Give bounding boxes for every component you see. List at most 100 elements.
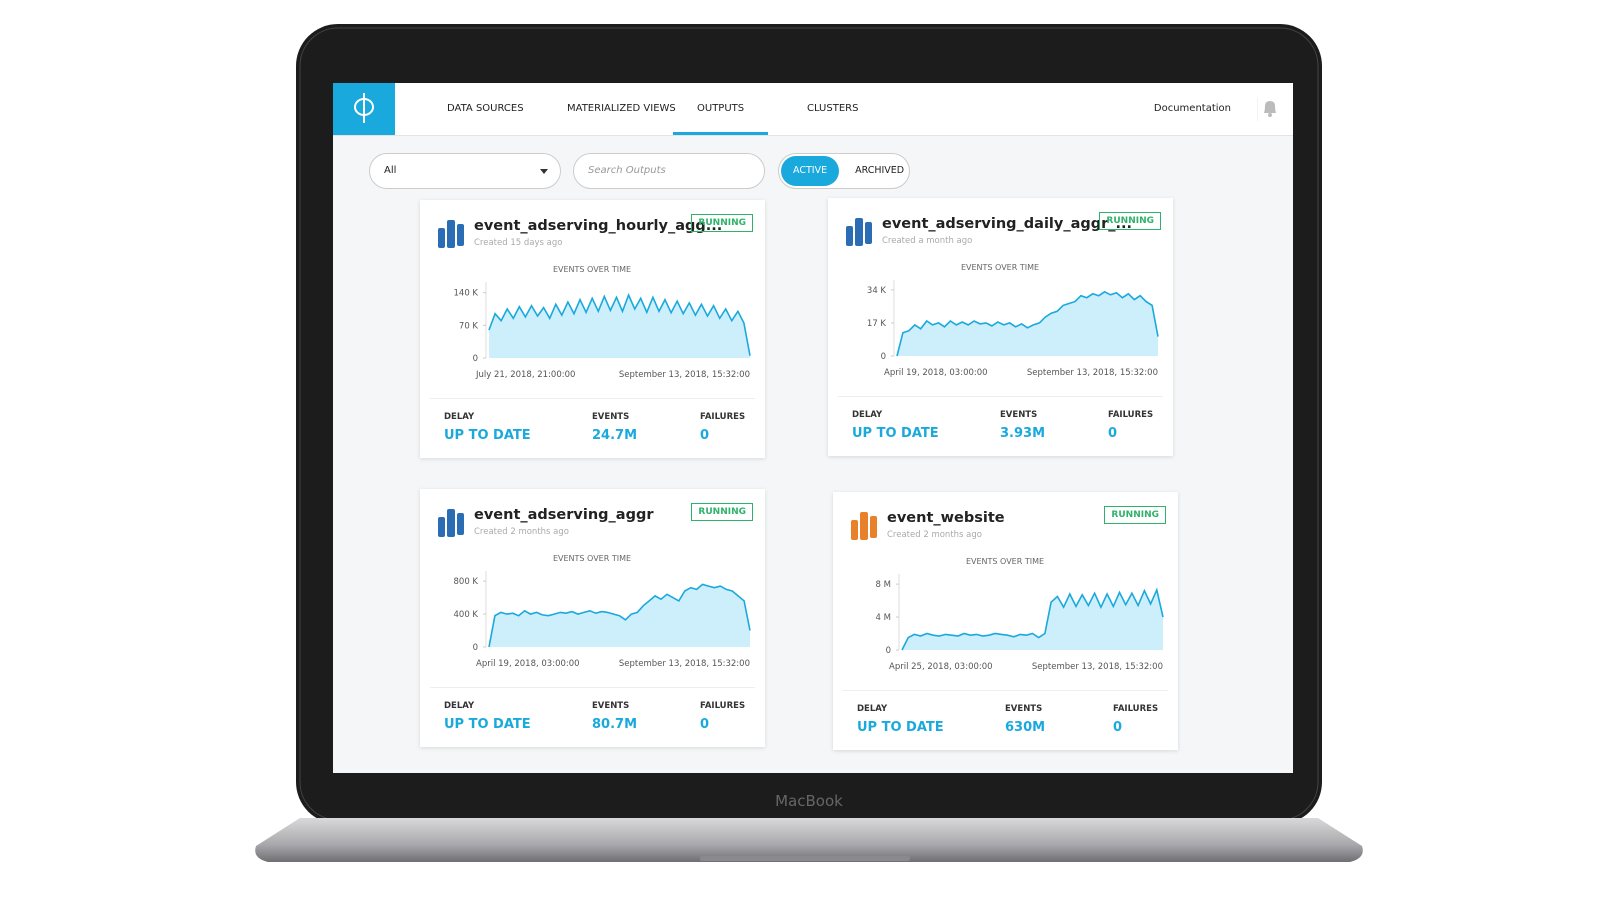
card-name: event_adserving_aggr [474, 507, 654, 523]
base [255, 818, 1363, 862]
stat-value: 24.7M [592, 428, 638, 443]
logo[interactable] [333, 83, 395, 135]
stat: EVENTS 24.7M [592, 412, 637, 443]
area-fill [489, 295, 750, 358]
x-label: April 25, 2018, 03:00:00 [889, 662, 993, 672]
x-label: September 13, 2018, 15:32:00 [1027, 368, 1158, 378]
brand: MacBook [775, 792, 843, 810]
icon-part [438, 228, 445, 248]
output-card[interactable]: event_adserving_aggr Created 2 months ago… [420, 489, 765, 747]
icon-part [447, 220, 455, 248]
area-fill [897, 291, 1158, 356]
y-tick-label: 0 [473, 643, 478, 653]
screen: DATA SOURCES MATERIALIZED VIEWS OUTPUTS CLU… [333, 83, 1293, 773]
documentation-link[interactable]: Documentation [1153, 103, 1231, 114]
status-badge: RUNNING [1099, 212, 1161, 230]
icon-part [851, 520, 858, 540]
toggle-option[interactable]: ACTIVE [781, 156, 840, 186]
stat-label: FAILURES [1113, 704, 1159, 714]
divider [430, 398, 755, 399]
events-chart: EVENTS OVER TIME 0 400 K 800 K April 19, 201… [454, 554, 751, 669]
area-fill [902, 589, 1163, 650]
base-notch [700, 856, 910, 861]
stat-value: 3.93M [1000, 426, 1046, 441]
area-line [896, 290, 1159, 357]
y-tick-label: 17 K [867, 319, 887, 329]
stat-value: UP TO DATE [852, 426, 939, 441]
stat-label: FAILURES [700, 701, 746, 711]
stat-label: FAILURES [1108, 410, 1154, 420]
nav-item[interactable]: DATA SOURCES [447, 103, 524, 114]
stat-value: UP TO DATE [857, 720, 944, 735]
chart-title: EVENTS OVER TIME [966, 557, 1044, 566]
stat-value: 630M [1005, 720, 1046, 735]
stat: FAILURES 0 [1113, 704, 1158, 735]
y-tick-label: 800 K [454, 577, 479, 587]
stat-label: DELAY [444, 412, 475, 422]
stat-value: 80.7M [592, 717, 638, 732]
stat: FAILURES 0 [700, 412, 745, 443]
icon-part [855, 218, 863, 246]
divider [430, 687, 755, 688]
card-icon [851, 512, 877, 540]
area-line [488, 292, 751, 356]
icon-part [457, 513, 464, 535]
search-input[interactable]: Search Outputs [573, 153, 765, 189]
x-label: April 19, 2018, 03:00:00 [884, 368, 988, 378]
y-tick-label: 0 [881, 352, 886, 362]
divider [838, 396, 1163, 397]
chart-title: EVENTS OVER TIME [553, 554, 631, 563]
events-chart: EVENTS OVER TIME 0 4 M 8 M April 25, 2018, 0… [876, 557, 1164, 672]
toggle-option[interactable]: ARCHIVED [855, 165, 905, 176]
card-icon [438, 220, 464, 248]
y-tick-label: 400 K [454, 610, 479, 620]
stat-label: EVENTS [592, 701, 630, 711]
divider [843, 690, 1168, 691]
card-created: Created 15 days ago [474, 238, 563, 248]
chart-title: EVENTS OVER TIME [553, 265, 631, 274]
stat: DELAY UP TO DATE [852, 410, 939, 441]
events-chart: EVENTS OVER TIME 0 17 K 34 K April 19, 2018,… [867, 263, 1159, 378]
x-label: September 13, 2018, 15:32:00 [1032, 662, 1163, 672]
bell-icon[interactable] [1257, 97, 1279, 121]
y-tick-label: 4 M [876, 613, 891, 623]
stat-label: DELAY [444, 701, 475, 711]
stat-label: DELAY [852, 410, 883, 420]
y-tick-label: 140 K [454, 289, 479, 299]
card-created: Created 2 months ago [887, 530, 982, 540]
stat-value: UP TO DATE [444, 428, 531, 443]
stat-value: UP TO DATE [444, 717, 531, 732]
filter-select[interactable]: All [369, 153, 561, 189]
stat-label: EVENTS [592, 412, 630, 422]
stat-value: 0 [1113, 720, 1123, 735]
output-card[interactable]: event_adserving_hourly_agg... Created 15 … [420, 200, 765, 458]
nav-item[interactable]: OUTPUTS [673, 83, 769, 135]
status-badge: RUNNING [691, 503, 753, 521]
x-label: September 13, 2018, 15:32:00 [619, 659, 750, 669]
output-card[interactable]: event_website Created 2 months ago RUNNING… [833, 492, 1178, 750]
stat-label: EVENTS [1005, 704, 1043, 714]
stat: EVENTS 630M [1005, 704, 1045, 735]
stat: FAILURES 0 [1108, 410, 1153, 441]
area-line [488, 583, 751, 648]
icon-part [870, 516, 877, 538]
x-label: July 21, 2018, 21:00:00 [475, 370, 575, 380]
stat-value: 0 [1108, 426, 1118, 441]
card-icon [438, 509, 464, 537]
logo-icon [354, 93, 374, 123]
y-tick-label: 0 [473, 354, 478, 364]
stat-label: DELAY [857, 704, 888, 714]
icon-part [447, 509, 455, 537]
nav-item[interactable]: CLUSTERS [807, 103, 859, 114]
x-label: September 13, 2018, 15:32:00 [619, 370, 750, 380]
nav-item[interactable]: MATERIALIZED VIEWS [567, 103, 676, 114]
card-name: event_website [887, 510, 1005, 526]
output-card[interactable]: event_adserving_daily_aggr_... Created a … [828, 198, 1173, 456]
stat-value: 0 [700, 717, 710, 732]
x-label: April 19, 2018, 03:00:00 [476, 659, 580, 669]
status-badge: RUNNING [691, 214, 753, 232]
icon-part [457, 224, 464, 246]
card-created: Created 2 months ago [474, 527, 569, 537]
stat-label: FAILURES [700, 412, 746, 422]
